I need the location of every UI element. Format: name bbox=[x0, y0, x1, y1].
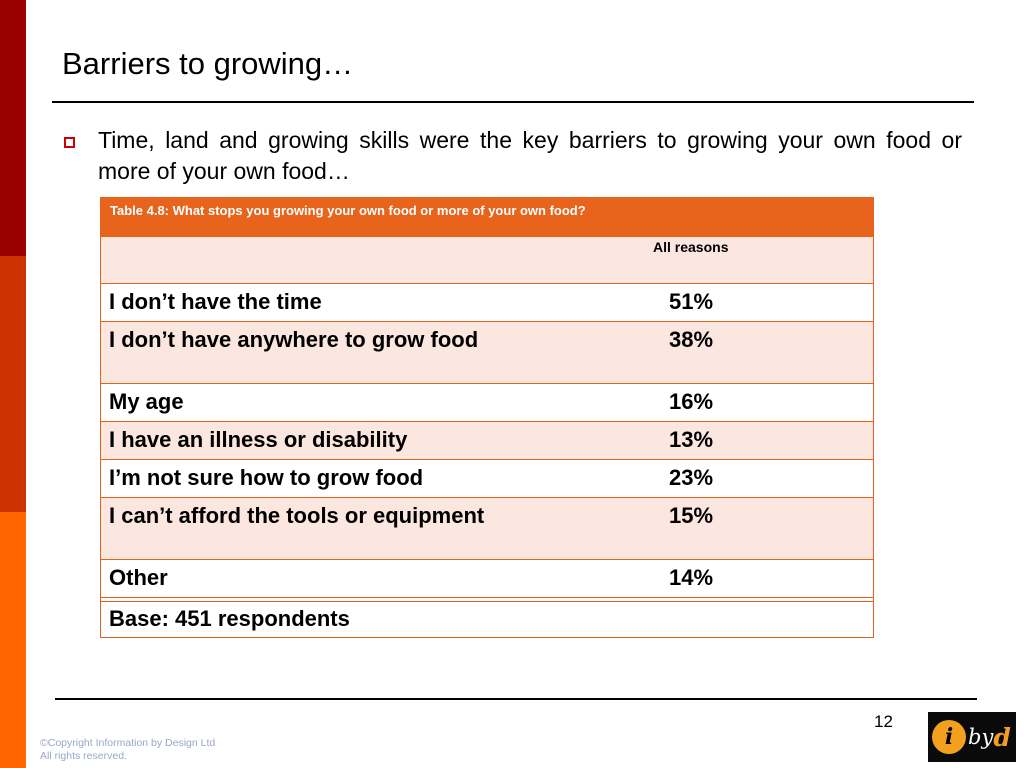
side-band-mid bbox=[0, 256, 26, 512]
table-row: I don’t have the time 51% bbox=[100, 284, 874, 322]
logo-i-mark: i bbox=[932, 720, 966, 754]
column-header-all-reasons: All reasons bbox=[653, 239, 729, 255]
table-row: I’m not sure how to grow food 23% bbox=[100, 460, 874, 498]
table-row: I have an illness or disability 13% bbox=[100, 422, 874, 460]
row-label: I’m not sure how to grow food bbox=[109, 465, 424, 490]
copyright-notice: ©Copyright Information by Design Ltd All… bbox=[40, 737, 215, 763]
table-row: I can’t afford the tools or equipment 15… bbox=[100, 498, 874, 560]
table-header-row: All reasons bbox=[100, 237, 874, 284]
footer-divider bbox=[55, 698, 977, 700]
row-label: I don’t have the time bbox=[109, 289, 322, 314]
slide-title: Barriers to growing… bbox=[62, 46, 354, 81]
title-divider bbox=[52, 101, 974, 103]
data-table: Table 4.8: What stops you growing your o… bbox=[100, 197, 874, 638]
logo-by-text: by bbox=[968, 725, 994, 749]
row-value: 16% bbox=[669, 389, 714, 414]
table-row: Other 14% bbox=[100, 560, 874, 598]
logo-d-text: d bbox=[993, 722, 1011, 752]
copyright-line: ©Copyright Information by Design Ltd bbox=[40, 737, 216, 749]
square-bullet-icon bbox=[64, 137, 75, 148]
page-number: 12 bbox=[874, 712, 893, 731]
row-label: I have an illness or disability bbox=[109, 427, 408, 452]
row-label: I can’t afford the tools or equipment bbox=[109, 503, 485, 528]
row-label: Other bbox=[109, 565, 168, 590]
row-value: 15% bbox=[669, 503, 714, 528]
row-value: 14% bbox=[669, 565, 714, 590]
side-band-light bbox=[0, 512, 26, 768]
table-row: My age 16% bbox=[100, 384, 874, 422]
row-value: 51% bbox=[669, 289, 714, 314]
table-separator bbox=[100, 598, 874, 602]
header-empty-cell bbox=[101, 237, 514, 283]
row-label: My age bbox=[109, 389, 184, 414]
ibyd-logo: i by d bbox=[928, 712, 1016, 762]
bullet-text: Time, land and growing skills were the k… bbox=[98, 127, 962, 184]
row-value: 13% bbox=[669, 427, 714, 452]
row-label: I don’t have anywhere to grow food bbox=[109, 327, 479, 352]
rights-line: All rights reserved. bbox=[40, 750, 127, 762]
row-value: 23% bbox=[669, 465, 714, 490]
table-caption: Table 4.8: What stops you growing your o… bbox=[100, 197, 874, 237]
table-row: I don’t have anywhere to grow food 38% bbox=[100, 322, 874, 384]
side-band-dark bbox=[0, 0, 26, 256]
row-value: 38% bbox=[669, 327, 714, 352]
table-base-note: Base: 451 respondents bbox=[100, 602, 874, 638]
